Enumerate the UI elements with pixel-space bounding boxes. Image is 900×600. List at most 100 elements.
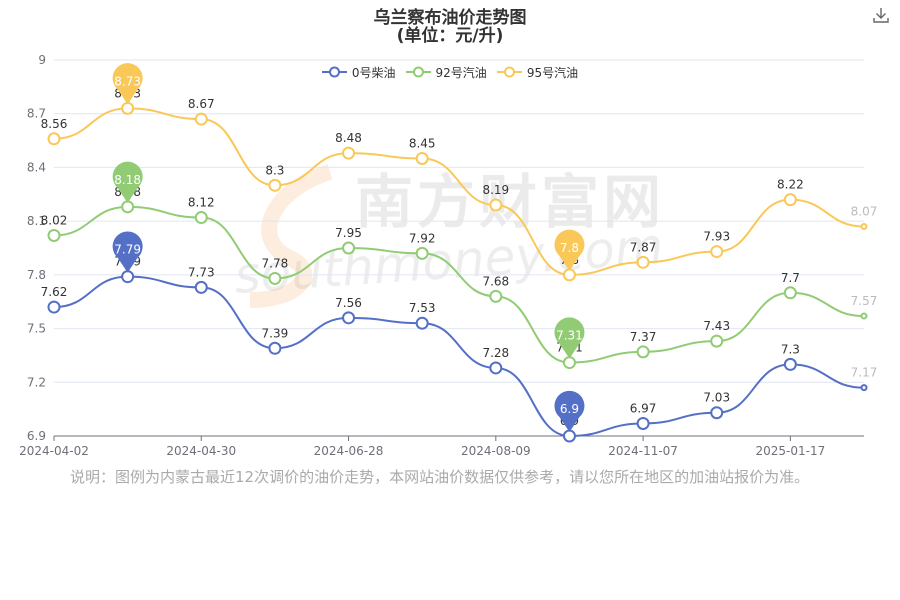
data-label: 7.62 [41, 285, 68, 299]
data-label: 7.43 [703, 319, 730, 333]
data-label: 7.28 [482, 346, 509, 360]
data-point [710, 406, 724, 420]
data-point [342, 311, 356, 325]
data-point [860, 384, 868, 392]
marker-pin [112, 63, 143, 105]
y-tick-label: 8.7 [27, 107, 46, 121]
data-point [489, 361, 503, 375]
data-point [860, 223, 868, 231]
legend-item-2[interactable]: 95号汽油 [496, 62, 579, 82]
data-label: 7.37 [630, 330, 657, 344]
marker-pin [112, 231, 143, 273]
data-point [783, 193, 797, 207]
legend: 0号柴油 92号汽油 95号汽油 [0, 62, 900, 82]
data-point [562, 268, 576, 282]
data-label: 7.78 [262, 256, 289, 270]
watermark-logo [249, 164, 333, 308]
legend-line-circle-icon [321, 66, 347, 78]
data-label: 7.56 [335, 296, 362, 310]
download-icon[interactable] [872, 6, 890, 24]
data-point [47, 300, 61, 314]
x-tick-label: 2024-04-02 [19, 444, 89, 458]
legend-item-0[interactable]: 0号柴油 [321, 62, 396, 82]
data-label: 7.17 [851, 366, 878, 380]
data-point [268, 341, 282, 355]
data-point [636, 255, 650, 269]
data-point [268, 271, 282, 285]
y-tick-label: 7.8 [27, 268, 46, 282]
y-tick-label: 9 [38, 53, 46, 67]
data-point [710, 245, 724, 259]
data-point [562, 356, 576, 370]
legend-label: 95号汽油 [526, 65, 579, 80]
marker-pin-label: 7.79 [114, 243, 141, 257]
legend-line-circle-icon [405, 66, 431, 78]
y-tick-label: 8.4 [27, 160, 46, 174]
data-point [121, 101, 135, 115]
x-tick-label: 2024-04-30 [166, 444, 236, 458]
data-label: 7.53 [409, 301, 436, 315]
data-point [194, 112, 208, 126]
data-point [489, 198, 503, 212]
y-tick-label: 8.1 [27, 214, 46, 228]
data-label: 6.97 [630, 401, 657, 415]
x-tick-label: 2024-11-07 [608, 444, 678, 458]
marker-pin [554, 229, 585, 271]
marker-pin-label: 6.9 [560, 402, 579, 416]
data-label: 8.19 [482, 183, 509, 197]
data-point [415, 151, 429, 165]
data-label: 7.03 [703, 391, 730, 405]
data-label: 8.56 [41, 117, 68, 131]
data-label: 7.39 [262, 326, 289, 340]
chart-note: 说明：图例为内蒙古最近12次调价的油价走势，本网站油价数据仅供参考，请以您所在地… [70, 468, 810, 486]
data-point [489, 289, 503, 303]
legend-label: 92号汽油 [435, 65, 487, 80]
series-line-0 [53, 275, 865, 438]
y-tick-label: 7.5 [27, 322, 46, 336]
marker-pin-label: 8.18 [114, 173, 141, 187]
data-label: 7.73 [188, 265, 215, 279]
data-point [636, 416, 650, 430]
data-label: 7.57 [851, 294, 878, 308]
marker-pin [112, 161, 143, 203]
data-point [415, 246, 429, 260]
marker-pin-label: 8.73 [114, 74, 141, 88]
x-tick-label: 2024-08-09 [461, 444, 531, 458]
data-label: 7.3 [781, 342, 800, 356]
data-label: 7.68 [482, 274, 509, 288]
data-label: 8.3 [265, 163, 284, 177]
data-label: 8.22 [777, 178, 804, 192]
data-label: 7.95 [335, 226, 362, 240]
data-point [710, 334, 724, 348]
data-point [562, 429, 576, 443]
data-point [860, 312, 868, 320]
marker-pin [554, 390, 585, 432]
data-label: 7.92 [409, 231, 436, 245]
data-label: 8.45 [409, 136, 436, 150]
data-label: 8.07 [851, 205, 878, 219]
series-line-1 [53, 205, 865, 364]
data-point [47, 228, 61, 242]
legend-item-1[interactable]: 92号汽油 [405, 62, 487, 82]
data-point [783, 357, 797, 371]
data-label: 7.93 [703, 230, 730, 244]
data-label: 7.7 [781, 271, 800, 285]
data-point [194, 211, 208, 225]
marker-pin-label: 7.8 [560, 241, 579, 255]
data-label: 8.12 [188, 196, 215, 210]
data-point [268, 178, 282, 192]
data-label: 8.48 [335, 131, 362, 145]
data-point [121, 200, 135, 214]
chart-subtitle: (单位：元/升) [396, 26, 504, 46]
data-point [636, 345, 650, 359]
chart-title: 乌兰察布油价走势图 [373, 8, 527, 28]
data-point [415, 316, 429, 330]
y-tick-label: 6.9 [27, 429, 46, 443]
marker-pin-label: 7.31 [556, 329, 583, 343]
y-tick-label: 7.2 [27, 375, 46, 389]
data-label: 7.87 [630, 240, 657, 254]
data-point [342, 241, 356, 255]
legend-label: 0号柴油 [351, 65, 396, 80]
data-point [47, 132, 61, 146]
